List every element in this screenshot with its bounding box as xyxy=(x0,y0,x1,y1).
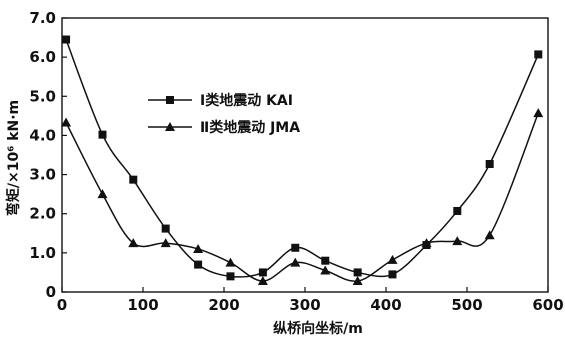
y-tick-label: 7.0 xyxy=(29,9,56,27)
data-point xyxy=(352,276,363,286)
data-point xyxy=(193,243,204,253)
data-point xyxy=(97,189,108,199)
data-point xyxy=(453,206,462,215)
data-point xyxy=(129,175,138,184)
series-2 xyxy=(61,108,544,286)
data-point xyxy=(484,230,495,240)
data-point xyxy=(128,238,139,248)
legend: Ⅰ类地震动 KAI Ⅱ类地震动 JMA xyxy=(148,92,300,136)
data-point xyxy=(353,268,362,277)
y-tick-label: 0 xyxy=(46,283,56,301)
x-tick-label: 200 xyxy=(208,296,239,314)
x-tick-label: 500 xyxy=(451,296,482,314)
y-axis-title: 弯矩/×10⁶ kN·m xyxy=(5,100,22,216)
legend-marker xyxy=(165,122,175,131)
data-point xyxy=(61,117,72,127)
data-point xyxy=(421,238,432,248)
series-1 xyxy=(62,35,543,281)
plot-frame xyxy=(61,17,549,293)
y-tick-label: 4.0 xyxy=(29,126,56,144)
x-tick-label: 100 xyxy=(127,296,158,314)
data-point xyxy=(258,268,267,277)
data-point xyxy=(160,238,171,248)
y-tick-label: 3.0 xyxy=(29,166,56,184)
data-point xyxy=(98,130,107,139)
data-point xyxy=(291,243,300,252)
data-point xyxy=(226,272,235,281)
data-point xyxy=(320,265,331,275)
series-layer xyxy=(61,35,544,286)
data-point xyxy=(533,108,544,118)
data-point xyxy=(534,50,543,59)
axes-layer: 0 100 200 300 400 500 600 0 1.0 2.0 3.0 4.0 5.0 6.0 7.… xyxy=(29,9,563,314)
data-point xyxy=(225,257,236,267)
x-axis-title: 纵桥向坐标/m xyxy=(273,320,363,337)
data-point xyxy=(452,236,463,246)
data-point xyxy=(257,276,268,286)
x-tick-label: 0 xyxy=(57,296,67,314)
series-line xyxy=(65,112,539,282)
series-line xyxy=(65,39,539,278)
y-tick-label: 2.0 xyxy=(29,205,56,223)
x-tick-label: 600 xyxy=(532,296,563,314)
data-point xyxy=(485,160,494,169)
x-tick-label: 300 xyxy=(289,296,320,314)
data-point xyxy=(194,260,203,269)
x-tick-label: 400 xyxy=(370,296,401,314)
y-tick-label: 1.0 xyxy=(29,244,56,262)
legend-label: Ⅰ类地震动 KAI xyxy=(200,92,293,109)
legend-label: Ⅱ类地震动 JMA xyxy=(200,119,300,136)
data-point xyxy=(388,270,397,279)
data-point xyxy=(321,256,330,265)
y-tick-label: 5.0 xyxy=(29,87,56,105)
legend-item-2: Ⅱ类地震动 JMA xyxy=(148,119,300,136)
legend-marker xyxy=(166,96,174,104)
y-tick-label: 6.0 xyxy=(29,48,56,66)
data-point xyxy=(387,254,398,264)
data-point xyxy=(62,35,71,44)
data-point xyxy=(161,224,170,233)
legend-item-1: Ⅰ类地震动 KAI xyxy=(148,92,293,109)
data-point xyxy=(290,257,301,267)
